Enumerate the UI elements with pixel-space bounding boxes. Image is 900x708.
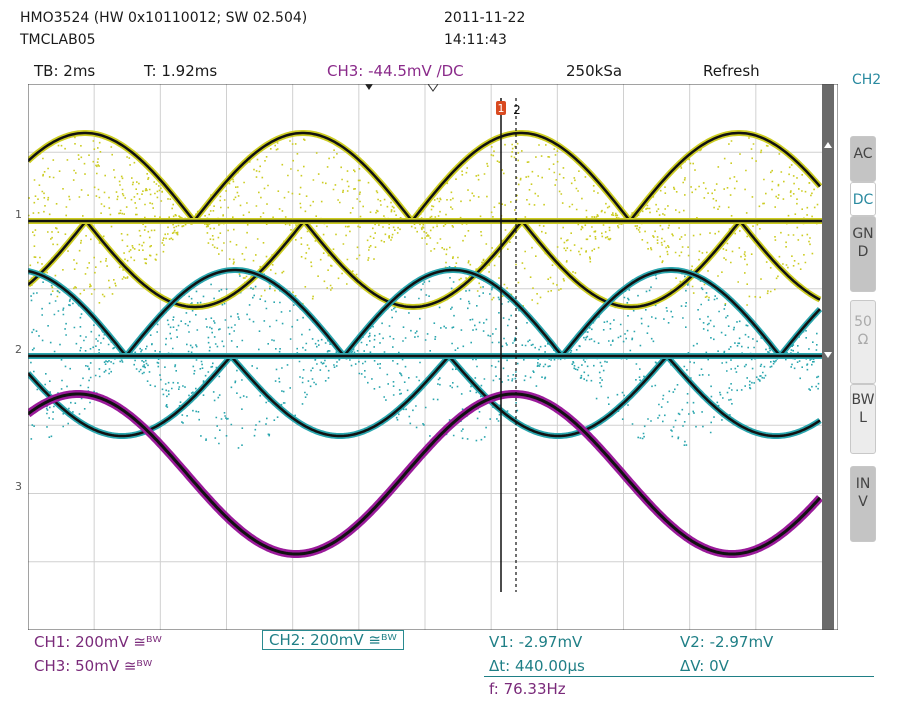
cursor-1-marker[interactable]: [496, 101, 506, 115]
waveform-display[interactable]: 1 2: [28, 84, 838, 630]
capture-date: 2011-11-22: [444, 10, 526, 26]
ch1-level-marker[interactable]: 1: [15, 208, 22, 221]
instrument-model: HMO3524 (HW 0x10110012; SW 02.504): [20, 10, 308, 26]
cursor-v2-readout: V2: -2.97mV: [680, 633, 774, 651]
ch2-upper-trace: [28, 268, 821, 358]
ch3-scale-readout[interactable]: CH3: 50mV ≅ᴮᵂ: [34, 657, 153, 675]
ch3-level-marker[interactable]: 3: [15, 480, 22, 493]
trigger-readout[interactable]: CH3: -44.5mV ∕DC: [327, 62, 464, 80]
delta-v-readout: ΔV: 0V: [680, 657, 729, 675]
bandwidth-limit-button[interactable]: BWL: [850, 384, 876, 454]
delta-t-readout: Δt: 440.00µs: [489, 657, 585, 675]
host-name: TMCLAB05: [20, 32, 96, 48]
coupling-dc-button[interactable]: DC: [850, 182, 876, 216]
ch2-level-marker[interactable]: 2: [15, 343, 22, 356]
ch1-lower-trace: [28, 219, 821, 309]
ch1-scale-readout[interactable]: CH1: 200mV ≅ᴮᵂ: [34, 633, 162, 651]
cursor-v1-readout: V1: -2.97mV: [489, 633, 583, 651]
cursor-1-label: 1: [498, 102, 505, 115]
scroll-down-icon[interactable]: [824, 352, 832, 358]
ch2-scale-readout[interactable]: CH2: 200mV ≅ᴮᵂ: [262, 630, 404, 650]
sample-rate-readout: 250kSa: [566, 62, 623, 80]
scroll-up-icon[interactable]: [824, 142, 832, 148]
acquire-mode-readout[interactable]: Refresh: [703, 62, 760, 80]
capture-time: 14:11:43: [444, 32, 507, 48]
trigger-time-readout[interactable]: T: 1.92ms: [144, 62, 218, 80]
coupling-gnd-button[interactable]: GND: [850, 216, 876, 292]
traces: [28, 130, 823, 558]
termination-50-button[interactable]: 50Ω: [850, 300, 876, 384]
frequency-readout: f: 76.33Hz: [489, 680, 566, 698]
coupling-ac-button[interactable]: AC: [850, 136, 876, 182]
timebase-readout[interactable]: TB: 2ms: [34, 62, 96, 80]
readout-divider: [484, 676, 874, 677]
trigger-position-marker: [365, 84, 373, 90]
invert-button[interactable]: INV: [850, 466, 876, 542]
ch3-trace: [28, 392, 822, 556]
time-reference-marker: [427, 84, 439, 92]
selected-channel-label: CH2: [852, 72, 882, 88]
ch1-upper-trace: [28, 131, 821, 223]
ch2-lower-trace: [28, 355, 821, 438]
cursor-2-label: 2: [513, 103, 521, 117]
